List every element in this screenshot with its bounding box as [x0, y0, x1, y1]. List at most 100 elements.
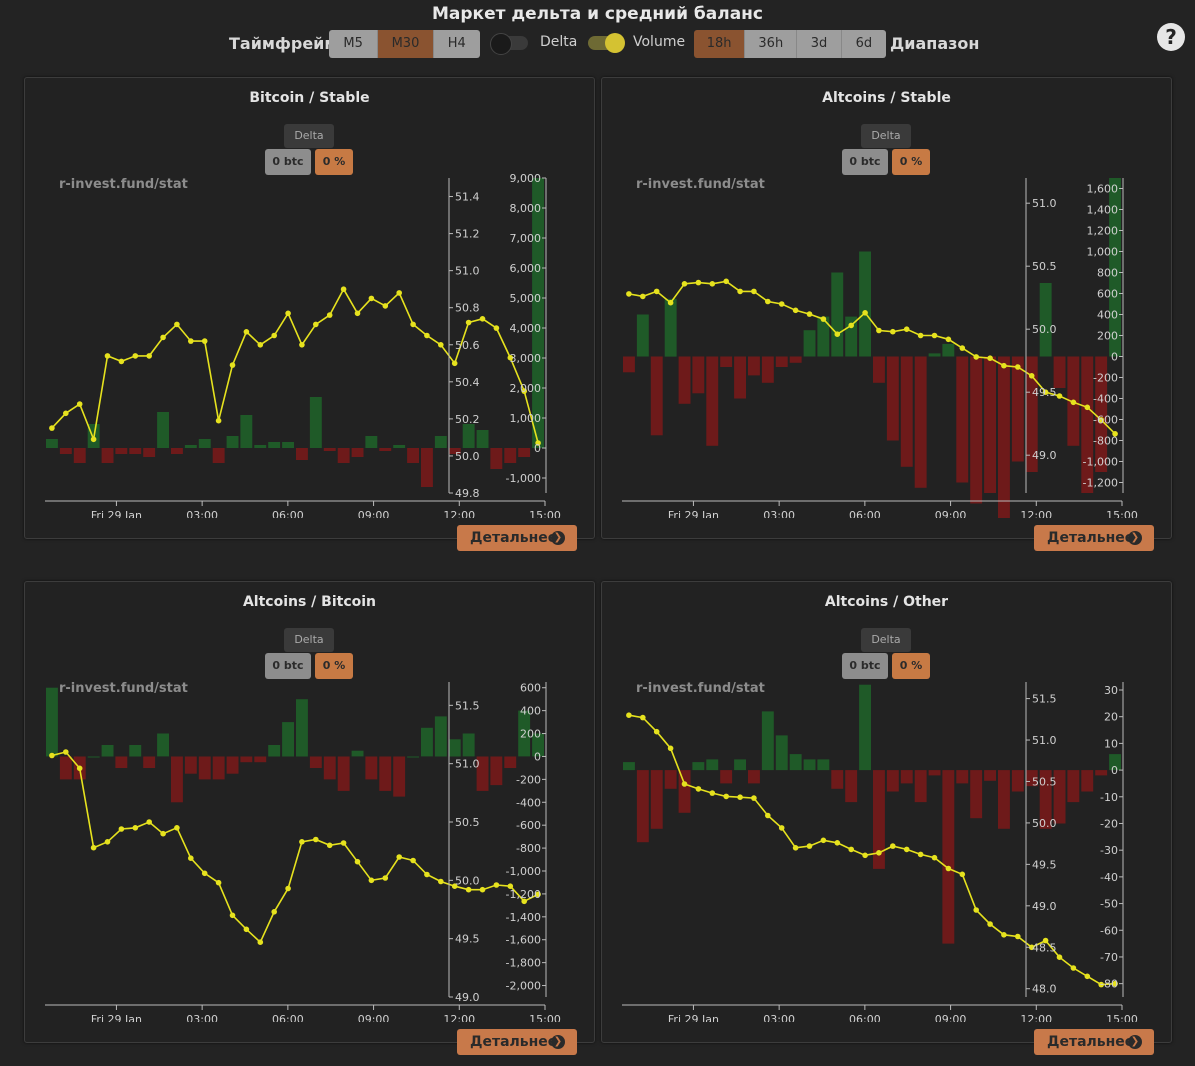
delta-bar: [914, 770, 927, 803]
delta-bar: [518, 710, 531, 757]
delta-bar: [984, 356, 996, 493]
btc-chip: 0 btc: [265, 149, 311, 175]
delta-bar: [706, 759, 719, 771]
balance-point: [313, 836, 319, 843]
delta-bar: [240, 756, 253, 763]
balance-point: [709, 790, 716, 796]
balance-point: [354, 310, 361, 317]
balance-point: [188, 855, 194, 861]
delta-bar: [323, 756, 336, 780]
details-button[interactable]: Детальнее ❯: [457, 1029, 577, 1055]
bars-axis-label: 6,000: [510, 262, 542, 275]
balance-point: [132, 825, 139, 831]
delta-bar: [351, 750, 364, 757]
delta-bar: [240, 415, 253, 448]
delta-bar: [761, 711, 774, 771]
delta-bar: [129, 745, 142, 757]
delta-bar: [692, 762, 705, 771]
delta-bar: [831, 272, 844, 357]
bars-axis-label: -1,600: [506, 934, 541, 947]
balance-point: [862, 310, 868, 316]
x-axis-label: 12:00: [1020, 509, 1052, 518]
delta-bar: [970, 770, 983, 819]
balance-point: [354, 858, 361, 865]
line-axis-label: 50.0: [1032, 817, 1057, 830]
balance-point: [1015, 933, 1021, 940]
panel-bitcoin-stable: Bitcoin / Stable Delta 0 btc 0 % r-inves…: [24, 77, 595, 551]
delta-bar: [101, 448, 114, 463]
bars-axis-label: 9,000: [510, 172, 542, 185]
delta-toggle[interactable]: [490, 33, 528, 55]
details-button[interactable]: Детальнее ❯: [457, 525, 577, 551]
bars-axis-label: 5,000: [510, 292, 542, 305]
delta-bar: [1025, 770, 1038, 787]
balance-point: [848, 846, 854, 853]
details-button[interactable]: Детальнее ❯: [1034, 1029, 1154, 1055]
delta-bar: [171, 448, 183, 454]
balance-point: [160, 334, 166, 341]
balance-point: [653, 728, 660, 735]
percent-chip: 0 %: [892, 653, 930, 679]
btc-chip: 0 btc: [842, 653, 888, 679]
timeframe-m5-button[interactable]: M5: [329, 30, 379, 58]
balance-point: [709, 281, 716, 287]
balance-point: [382, 875, 389, 881]
balance-point: [410, 321, 416, 328]
line-axis-label: 50.5: [1032, 260, 1057, 273]
range-3d-button[interactable]: 3d: [797, 30, 842, 58]
delta-bar: [171, 756, 183, 803]
balance-point: [368, 295, 375, 302]
balance-point: [160, 830, 166, 837]
timeframe-h4-button[interactable]: H4: [433, 30, 480, 58]
balance-point: [1056, 954, 1063, 960]
line-axis-label: 49.0: [455, 991, 480, 1004]
range-18h-button[interactable]: 18h: [694, 30, 746, 58]
balance-point: [806, 843, 813, 849]
details-label: Детальнее: [1047, 1034, 1135, 1050]
delta-bar: [476, 756, 489, 791]
line-axis-label: 50.2: [455, 413, 480, 426]
range-6d-button[interactable]: 6d: [841, 30, 886, 58]
range-36h-button[interactable]: 36h: [745, 30, 798, 58]
delta-bar: [323, 448, 336, 451]
balance-point: [973, 907, 979, 913]
balance-point: [243, 926, 250, 933]
delta-bar: [198, 439, 211, 448]
balance-point: [959, 871, 966, 878]
timeframe-m30-button[interactable]: M30: [378, 30, 434, 58]
delta-bar: [226, 756, 239, 774]
x-axis-label: 03:00: [186, 509, 218, 518]
balance-point: [521, 898, 527, 905]
balance-point: [271, 332, 277, 339]
delta-bar: [900, 356, 913, 467]
bars-axis-label: -200: [516, 773, 541, 786]
bars-axis-label: 10: [1104, 737, 1118, 750]
balance-point: [215, 417, 222, 424]
balance-point: [626, 712, 632, 718]
x-axis-label: 06:00: [272, 509, 304, 518]
delta-tag: Delta: [861, 628, 911, 652]
balance-point: [493, 325, 500, 331]
panel-altcoins-other: Altcoins / Other Delta 0 btc 0 % r-inves…: [601, 581, 1172, 1055]
delta-bar: [1053, 356, 1066, 388]
delta-bar: [1095, 356, 1108, 472]
delta-bar: [956, 356, 969, 483]
bars-axis-label: -400: [1093, 393, 1118, 406]
volume-toggle[interactable]: [588, 33, 625, 53]
details-button[interactable]: Детальнее ❯: [1034, 525, 1154, 551]
delta-tag: Delta: [861, 124, 911, 148]
bars-axis-label: 0: [534, 442, 541, 455]
balance-point: [451, 883, 458, 889]
delta-bar: [914, 356, 927, 488]
balance-point: [751, 288, 757, 295]
panel-altcoins-bitcoin: Altcoins / Bitcoin Delta 0 btc 0 % r-inv…: [24, 581, 595, 1055]
percent-chip: 0 %: [892, 149, 930, 175]
balance-point: [723, 278, 729, 285]
question-circle-icon[interactable]: ?: [1157, 23, 1185, 51]
delta-bar: [1109, 754, 1121, 771]
delta-bar: [434, 716, 447, 757]
balance-point: [229, 362, 236, 368]
line-axis-label: 49.5: [455, 933, 480, 946]
bars-axis-label: -30: [1100, 844, 1118, 857]
delta-bar: [845, 770, 858, 803]
